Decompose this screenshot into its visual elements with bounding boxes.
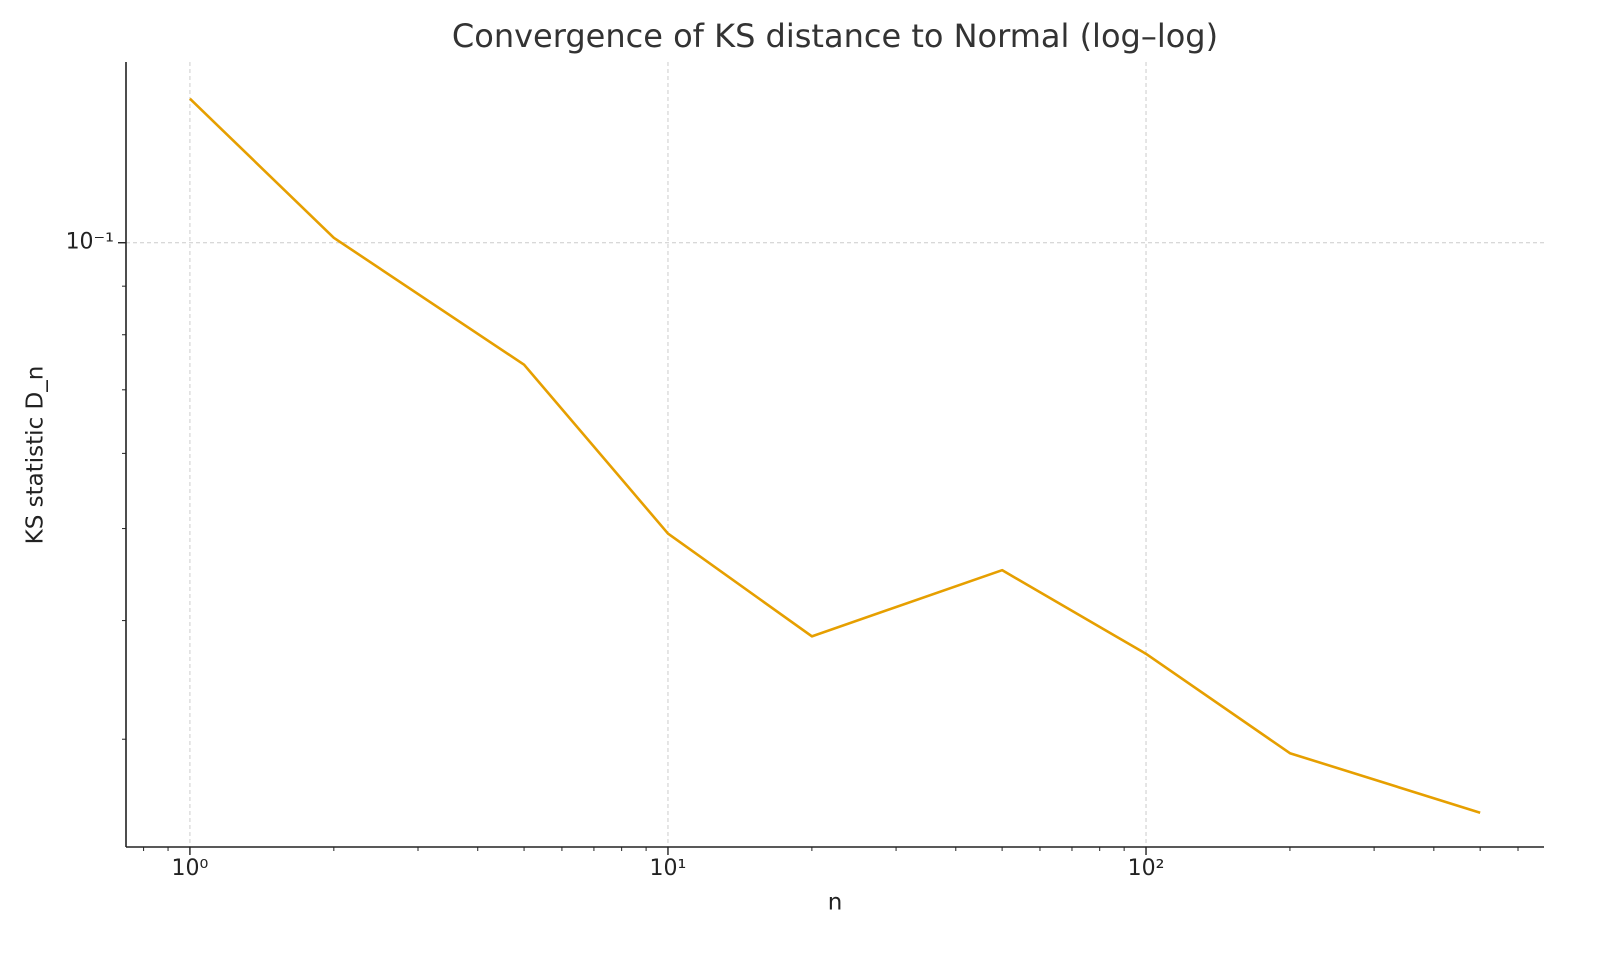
y-axis-label: KS statistic D_n — [23, 366, 49, 545]
x-tick-label: 10¹ — [650, 856, 687, 881]
x-tick-label: 10⁰ — [172, 856, 209, 881]
chart-title: Convergence of KS distance to Normal (lo… — [452, 17, 1218, 55]
x-tick-label: 10² — [1128, 856, 1165, 881]
y-tick-label: 10⁻¹ — [66, 230, 114, 255]
x-axis-label: n — [828, 890, 843, 916]
data-line — [189, 97, 1481, 814]
